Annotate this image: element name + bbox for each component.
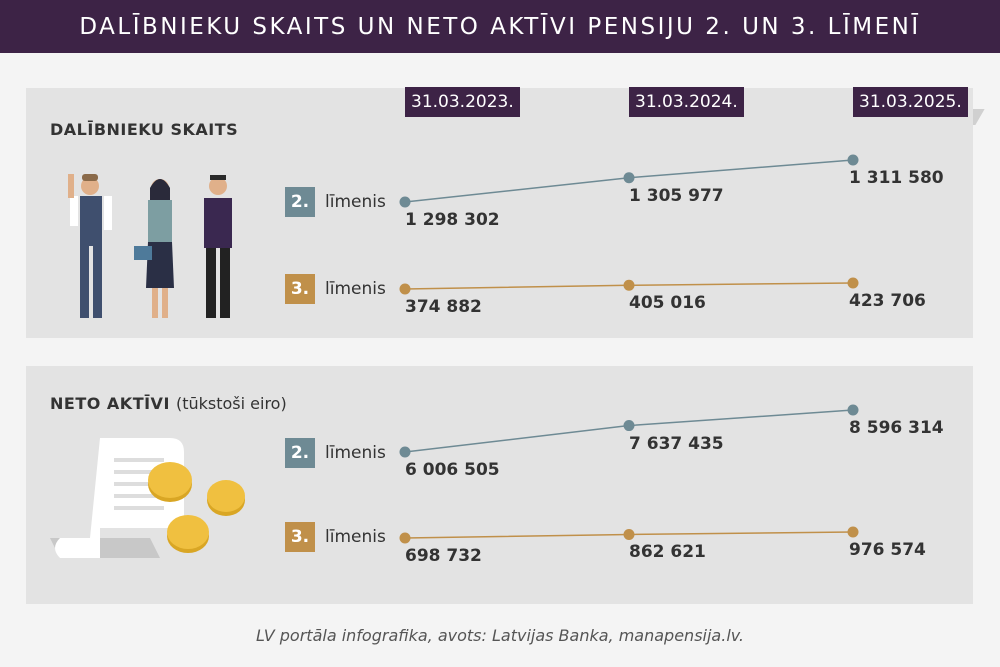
data-point (623, 528, 635, 540)
page-title: DALĪBNIEKU SKAITS UN NETO AKTĪVI PENSIJU… (79, 13, 921, 40)
people-illustration-icon (68, 174, 232, 318)
data-point (847, 277, 859, 289)
data-label: 423 706 (849, 291, 926, 311)
level-word: līmenis (325, 192, 386, 212)
level-word: līmenis (325, 527, 386, 547)
level-3-badge: 3. (285, 522, 315, 552)
date-tag-2025: 31.03.2025. (853, 87, 968, 117)
data-label: 8 596 314 (849, 418, 944, 438)
data-point (399, 196, 411, 208)
data-point (847, 526, 859, 538)
data-point (847, 404, 859, 416)
data-label: 698 732 (405, 546, 482, 566)
data-point (623, 279, 635, 291)
data-label: 976 574 (849, 540, 926, 560)
assets-title-unit: (tūkstoši eiro) (175, 394, 287, 413)
data-label: 7 637 435 (629, 433, 724, 454)
date-tag-2024: 31.03.2024. (629, 87, 744, 117)
data-label: 862 621 (629, 542, 706, 563)
data-label: 1 298 302 (405, 210, 500, 230)
participants-title: DALĪBNIEKU SKAITS (50, 120, 239, 139)
level-2-badge: 2. (285, 438, 315, 468)
receipt-coins-icon (50, 438, 245, 558)
header-bar: DALĪBNIEKU SKAITS UN NETO AKTĪVI PENSIJU… (0, 0, 1000, 53)
data-point (399, 283, 411, 295)
data-point (399, 532, 411, 544)
assets-level-3-label: 3. līmenis (285, 522, 386, 552)
data-point (623, 172, 635, 184)
participants-level-3-label: 3. līmenis (285, 274, 386, 304)
date-tag-2023: 31.03.2023. (405, 87, 520, 117)
source-note: LV portāla infografika, avots: Latvijas … (255, 626, 745, 645)
data-label: 374 882 (405, 297, 482, 317)
assets-panel: NETO AKTĪVI (tūkstoši eiro) (26, 366, 973, 604)
data-point (847, 154, 859, 166)
data-point (623, 420, 635, 432)
level-3-badge: 3. (285, 274, 315, 304)
data-label: 405 016 (629, 293, 706, 314)
assets-title: NETO AKTĪVI (tūkstoši eiro) (50, 394, 287, 413)
data-point (399, 446, 411, 458)
level-word: līmenis (325, 443, 386, 463)
data-label: 1 305 977 (629, 185, 724, 206)
level-word: līmenis (325, 279, 386, 299)
participants-level-2-label: 2. līmenis (285, 187, 386, 217)
data-label: 1 311 580 (849, 168, 944, 188)
assets-title-main: NETO AKTĪVI (50, 394, 170, 413)
level-2-badge: 2. (285, 187, 315, 217)
data-label: 6 006 505 (405, 460, 500, 480)
assets-level-2-label: 2. līmenis (285, 438, 386, 468)
participants-panel: DALĪBNIEKU SKAITS (26, 88, 973, 338)
